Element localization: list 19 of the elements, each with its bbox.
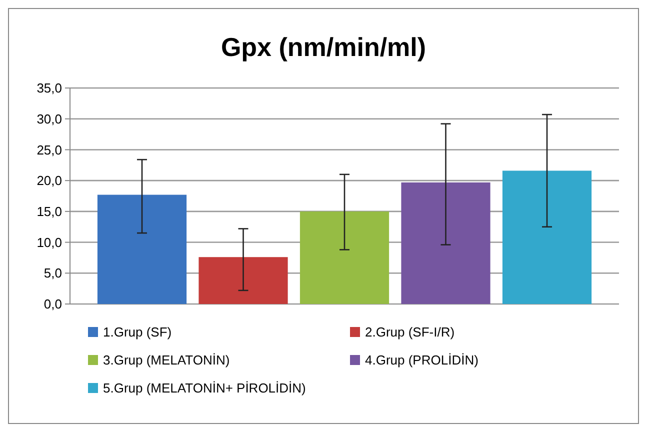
y-tick-label: 25,0 [36,142,62,158]
y-tick-label: 0,0 [44,296,62,312]
legend-label: 3.Grup (MELATONİN) [103,352,230,368]
legend-label: 2.Grup (SF-I/R) [365,324,455,340]
bar [300,211,390,304]
y-tick-label: 20,0 [36,173,62,188]
y-tick-label: 30,0 [36,111,62,126]
y-tick-label: 10,0 [36,234,62,250]
bar [198,257,288,304]
chart-title: Gpx (nm/min/ml) [220,32,426,62]
bar [502,170,592,304]
y-tick-label: 5,0 [44,266,62,281]
legend-label: 5.Grup (MELATONİN+ PİROLİDİN) [103,380,306,396]
legend-label: 1.Grup (SF) [103,324,172,340]
y-tick-label: 35,0 [36,80,62,96]
bar [401,182,490,304]
y-tick-label: 15,0 [36,204,62,219]
bar [97,194,187,304]
legend-label: 4.Grup (PROLİDİN) [365,352,478,368]
